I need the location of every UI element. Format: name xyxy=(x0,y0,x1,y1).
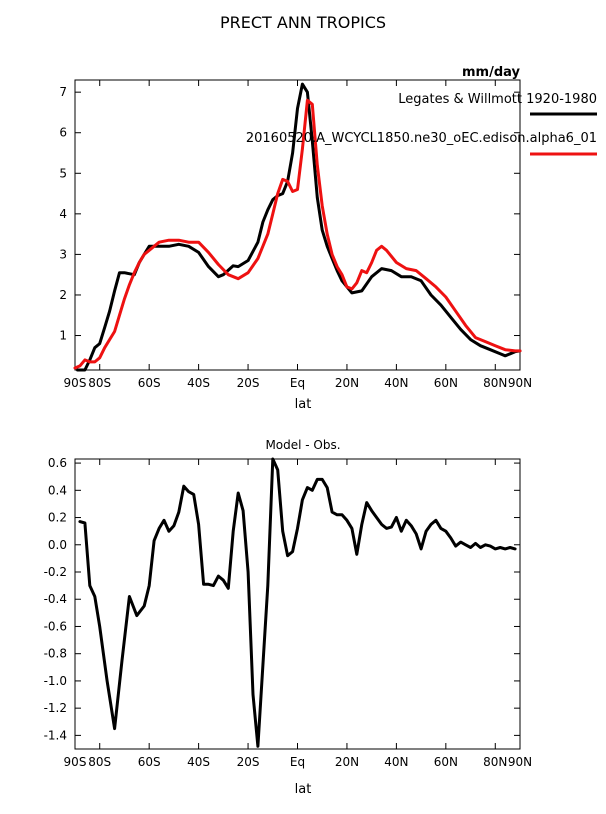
legend-label-obs: Legates & Willmott 1920-1980 xyxy=(398,92,597,107)
difference-series-group xyxy=(78,457,517,748)
precip-series-line-1 xyxy=(73,98,522,370)
precip-y-tick-label: 2 xyxy=(59,288,67,302)
difference-x-tick-label: 40N xyxy=(384,755,408,769)
precip-series-line-0 xyxy=(76,82,522,372)
difference-series-line-0 xyxy=(78,457,517,748)
precip-x-tick-label: 40N xyxy=(384,376,408,390)
difference-x-tick-label: 90S xyxy=(64,755,87,769)
difference-x-tick-label: 90N xyxy=(508,755,532,769)
precip-x-axis: 90S 80S 60S 40S 20S Eq 20N 40N 60N 80N 90N xyxy=(64,80,532,390)
precip-y-axis: 1 2 3 4 5 6 7 xyxy=(59,85,520,343)
precip-x-tick-label: 80N xyxy=(483,376,507,390)
precip-x-tick-label: 20S xyxy=(237,376,260,390)
precip-x-tick-label: Eq xyxy=(290,376,305,390)
precip-series-group xyxy=(73,82,522,372)
precip-y-tick-label: 4 xyxy=(59,207,67,221)
legend-label-model: 20160520.A_WCYCL1850.ne30_oEC.edison.alp… xyxy=(246,131,597,146)
precip-plot-frame xyxy=(74,79,521,371)
difference-x-tick-label: 80N xyxy=(483,755,507,769)
precip-x-tick-label: 40S xyxy=(187,376,210,390)
difference-y-tick-label: 0.4 xyxy=(48,483,67,497)
difference-y-axis: -1.4 -1.2 -1.0 -0.8 -0.6 -0.4 -0.2 0.0 0.2 0.4 0.6 xyxy=(44,456,520,742)
difference-y-tick-label: -0.8 xyxy=(44,647,67,661)
precip-legend: Legates & Willmott 1920-1980 20160520.A_… xyxy=(246,92,597,156)
difference-panel-title: Model - Obs. xyxy=(265,438,340,452)
difference-y-tick-label: -1.2 xyxy=(44,701,67,715)
precip-y-tick-label: 1 xyxy=(59,329,67,343)
difference-x-axis-label: lat xyxy=(295,782,312,797)
difference-y-tick-label: -0.4 xyxy=(44,592,67,606)
precip-units-label: mm/day xyxy=(462,65,521,80)
difference-x-tick-label: 20S xyxy=(237,755,260,769)
figure-title: PRECT ANN TROPICS xyxy=(220,13,386,32)
difference-y-tick-label: -1.0 xyxy=(44,674,67,688)
difference-y-tick-label: -1.4 xyxy=(44,728,67,742)
difference-y-tick-label: 0.2 xyxy=(48,511,67,525)
difference-y-tick-label: 0.0 xyxy=(48,538,67,552)
difference-y-tick-label: -0.2 xyxy=(44,565,67,579)
difference-x-tick-label: 40S xyxy=(187,755,210,769)
precip-y-tick-label: 7 xyxy=(59,85,67,99)
difference-plot-frame xyxy=(74,458,521,750)
precip-x-tick-label: 90S xyxy=(64,376,87,390)
precip-x-tick-label: 90N xyxy=(508,376,532,390)
precip-y-tick-label: 6 xyxy=(59,126,67,140)
precip-x-tick-label: 60N xyxy=(434,376,458,390)
precip-x-tick-label: 20N xyxy=(335,376,359,390)
precip-x-tick-label: 80S xyxy=(88,376,111,390)
precip-y-tick-label: 5 xyxy=(59,166,67,180)
difference-x-tick-label: Eq xyxy=(290,755,305,769)
difference-panel: Model - Obs. -1.4 -1.2 -1.0 -0.8 -0.6 -0.4 -0.… xyxy=(44,438,533,797)
difference-x-tick-label: 80S xyxy=(88,755,111,769)
difference-x-axis: 90S 80S 60S 40S 20S Eq 20N 40N 60N 80N 90N xyxy=(64,459,532,769)
precip-x-axis-label: lat xyxy=(295,397,312,412)
difference-y-tick-label: -0.6 xyxy=(44,619,67,633)
precip-y-tick-label: 3 xyxy=(59,247,67,261)
difference-x-tick-label: 20N xyxy=(335,755,359,769)
difference-x-tick-label: 60N xyxy=(434,755,458,769)
difference-y-tick-label: 0.6 xyxy=(48,456,67,470)
precip-panel: 1 2 3 4 5 6 7 90S 80S 60S 40S 20S Eq 20N 40N 60N 80N 90N… xyxy=(59,65,597,412)
precip-x-tick-label: 60S xyxy=(138,376,161,390)
difference-x-tick-label: 60S xyxy=(138,755,161,769)
